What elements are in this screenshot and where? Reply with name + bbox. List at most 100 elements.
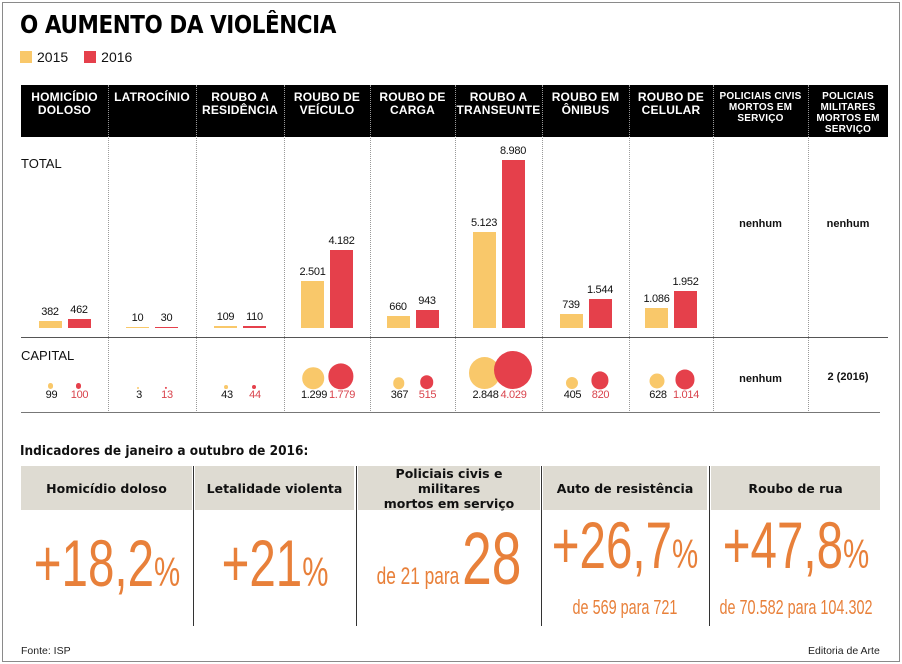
text-capital-policiais-civis-mortos-em-servico: nenhum <box>739 373 782 385</box>
bubble-capital-2016-roubo-a-transeunte <box>493 351 532 389</box>
label-capital-2015-latrocinio: 3 <box>136 389 142 401</box>
label-capital-2015-roubo-de-carga: 367 <box>390 389 409 401</box>
indicator-divider <box>193 466 194 626</box>
column-divider <box>713 85 714 413</box>
legend-swatch-2016 <box>84 51 97 63</box>
bubble-capital-2015-roubo-de-carga <box>392 377 405 389</box>
label-capital-2016-roubo-de-carga: 515 <box>418 389 437 401</box>
column-divider <box>629 85 630 413</box>
legend-label-2016: 2016 <box>101 49 133 65</box>
legend-item-2016: 2016 <box>84 49 132 65</box>
text-capital-policiais-militares-mortos-em-servico: 2 (2016) <box>827 371 869 383</box>
column-divider <box>808 85 809 413</box>
indicator-divider <box>709 466 710 626</box>
column-divider <box>108 85 109 413</box>
text-total-policiais-civis-mortos-em-servico: nenhum <box>739 218 782 230</box>
bubble-capital-2015-latrocinio <box>137 387 139 389</box>
column-header-roubo-a-residencia: ROUBO A RESIDÊNCIA <box>201 90 278 117</box>
indicator-value-policiais-civis-e-militares-mortos-em-servico: de 21 para 28 <box>377 522 522 596</box>
indicators-title: Indicadores de janeiro a outubro de 2016… <box>20 443 309 459</box>
indicator-header-homicidio-doloso: Homicídio doloso <box>21 466 192 510</box>
page-title: O AUMENTO DA VIOLÊNCIA <box>20 10 336 39</box>
label-total-2016-roubo-a-transeunte: 8.980 <box>499 145 527 157</box>
label-total-2015-roubo-de-veiculo: 2.501 <box>299 266 326 279</box>
column-header-roubo-em-onibus: ROUBO EM ÔNIBUS <box>551 90 620 117</box>
indicator-header-policiais-civis-e-militares-mortos-em-servico: Policiais civis e militares mortos em se… <box>358 466 540 511</box>
label-total-2015-roubo-de-carga: 660 <box>389 300 407 313</box>
indicator-detail-auto-de-resistencia: de 569 para 721 <box>572 597 678 619</box>
label-total-2015-roubo-a-residencia: 109 <box>216 310 235 323</box>
label-capital-2015-roubo-em-onibus: 405 <box>563 389 582 401</box>
label-total-2015-roubo-a-transeunte: 5.123 <box>470 217 498 230</box>
label-capital-2016-roubo-a-residencia: 44 <box>249 389 261 401</box>
legend-swatch-2015 <box>20 51 32 63</box>
label-capital-2016-latrocinio: 13 <box>161 389 173 401</box>
text-total-policiais-militares-mortos-em-servico: nenhum <box>826 218 870 230</box>
bubble-capital-2015-roubo-de-celular <box>649 373 665 389</box>
bubble-capital-2016-roubo-de-celular <box>675 369 695 389</box>
label-total-2016-roubo-de-veiculo: 4.182 <box>328 234 355 247</box>
indicator-prefix: de 21 para <box>376 563 460 590</box>
label-capital-2015-homicidio-doloso: 99 <box>45 389 58 401</box>
bar-total-2016-roubo-de-carga <box>415 310 439 328</box>
label-total-2016-roubo-a-residencia: 110 <box>246 310 263 323</box>
bar-total-2016-roubo-em-onibus <box>588 299 612 328</box>
bar-total-2016-roubo-de-celular <box>674 291 697 328</box>
column-header-bar <box>21 85 888 137</box>
indicator-number: 28 <box>462 517 522 600</box>
indicator-header-auto-de-resistencia: Auto de resistência <box>543 466 707 510</box>
column-divider <box>542 85 543 413</box>
bar-total-2015-roubo-a-transeunte <box>472 232 496 328</box>
column-divider <box>284 85 285 413</box>
indicator-header-roubo-de-rua: Roubo de rua <box>711 466 880 510</box>
label-capital-2016-roubo-a-transeunte: 4.029 <box>500 389 527 401</box>
label-capital-2015-roubo-de-veiculo: 1.299 <box>300 389 328 401</box>
label-total-2015-roubo-de-celular: 1.086 <box>643 292 670 305</box>
percent-sign: % <box>672 531 699 577</box>
indicator-value-homicidio-doloso: +18,2% <box>33 528 179 607</box>
indicator-header-letalidade-violenta: Letalidade violenta <box>195 466 354 510</box>
column-header-latrocinio: LATROCÍNIO <box>114 90 190 104</box>
column-header-policiais-civis-mortos-em-servico: POLICIAIS CIVIS MORTOS EM SERVIÇO <box>719 91 802 124</box>
bar-total-2016-latrocinio <box>155 326 178 328</box>
label-capital-2016-homicidio-doloso: 100 <box>70 389 89 401</box>
column-header-roubo-de-veiculo: ROUBO DE VEÍCULO <box>293 90 361 117</box>
column-header-roubo-de-celular: ROUBO DE CELULAR <box>637 90 705 117</box>
column-header-roubo-a-transeunte: ROUBO A TRANSEUNTE <box>456 90 541 117</box>
bar-total-2015-homicidio-doloso <box>38 320 62 328</box>
capital-row-separator <box>21 412 880 413</box>
label-total-2016-roubo-de-carga: 943 <box>418 295 436 308</box>
bubble-capital-2015-roubo-em-onibus <box>565 376 578 389</box>
bar-total-2015-roubo-de-carga <box>386 315 410 328</box>
bar-total-2016-roubo-a-residencia <box>243 325 266 328</box>
label-total-2016-homicidio-doloso: 462 <box>70 304 88 317</box>
percent-sign: % <box>153 549 180 595</box>
column-header-policiais-militares-mortos-em-servico: POLICIAIS MILITARES MORTOS EM SERVIÇO <box>816 91 880 135</box>
label-total-2015-roubo-em-onibus: 739 <box>562 299 580 312</box>
indicator-number: +26,7 <box>551 508 673 582</box>
indicator-divider <box>356 466 357 626</box>
label-capital-2015-roubo-a-transeunte: 2.848 <box>472 389 499 401</box>
label-total-2016-latrocinio: 30 <box>160 311 173 324</box>
bar-total-2016-homicidio-doloso <box>67 319 91 328</box>
bubble-capital-2016-roubo-a-residencia <box>252 385 256 389</box>
bubble-capital-2016-homicidio-doloso <box>75 383 82 389</box>
label-total-2015-latrocinio: 10 <box>131 311 144 324</box>
indicator-number: +18,2 <box>33 526 154 600</box>
bar-total-2015-roubo-em-onibus <box>559 314 583 328</box>
bar-total-2015-roubo-a-residencia <box>214 325 237 328</box>
bubble-capital-2016-roubo-de-veiculo <box>328 363 354 389</box>
indicator-divider <box>541 466 542 626</box>
indicator-number: +47,8 <box>722 508 843 582</box>
bubble-capital-2015-roubo-de-veiculo <box>302 367 324 389</box>
legend-label-2015: 2015 <box>37 49 69 65</box>
label-capital-2016-roubo-em-onibus: 820 <box>591 389 610 401</box>
row-label-capital: CAPITAL <box>21 348 75 363</box>
bar-total-2016-roubo-de-veiculo <box>330 249 353 328</box>
indicator-value-letalidade-violenta: +21% <box>221 528 328 607</box>
label-capital-2015-roubo-a-residencia: 43 <box>221 389 233 401</box>
total-row-separator <box>21 337 888 338</box>
percent-sign: % <box>301 549 328 595</box>
bar-total-2015-latrocinio <box>126 326 149 328</box>
